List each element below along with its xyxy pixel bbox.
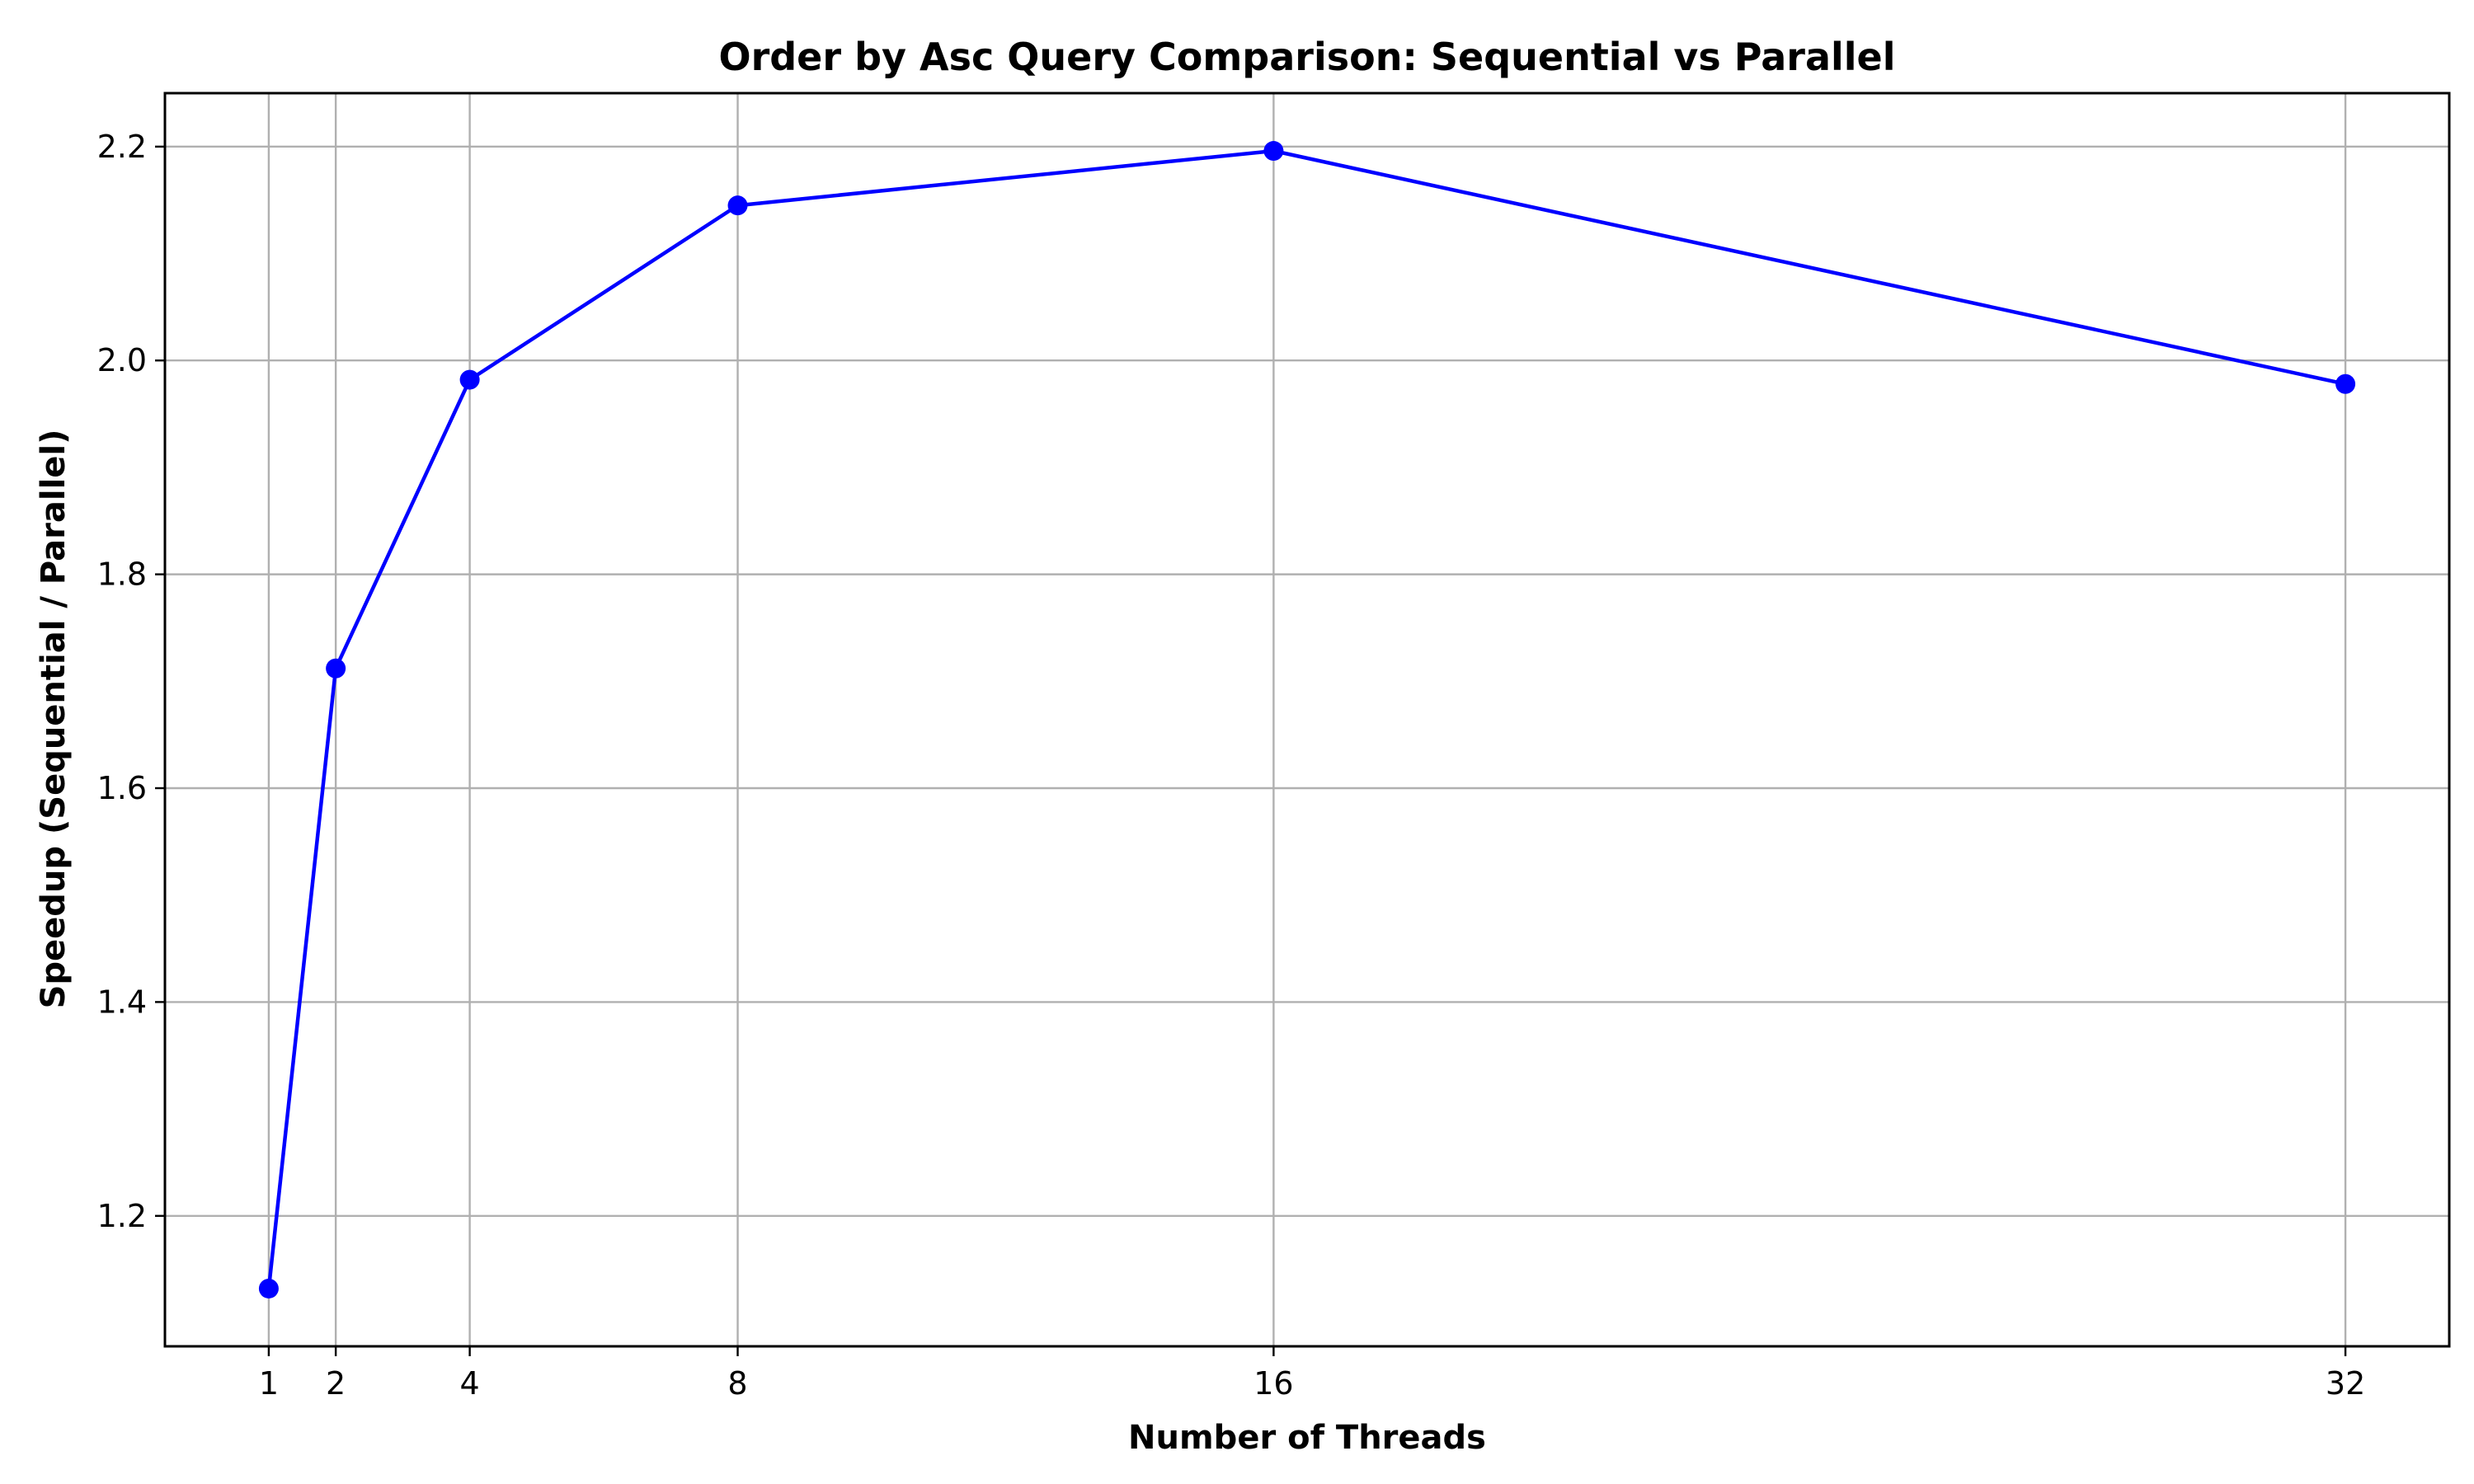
data-point [1263, 141, 1284, 162]
x-tick-label: 2 [326, 1365, 346, 1402]
x-tick-label: 1 [259, 1365, 279, 1402]
plot-area-frame [163, 92, 2451, 1348]
y-tick-label: 1.6 [97, 770, 147, 806]
y-tick-label: 1.8 [97, 556, 147, 593]
data-point [258, 1278, 279, 1298]
x-axis-label: Number of Threads [1128, 1419, 1486, 1457]
data-point [727, 195, 748, 216]
y-axis-label: Speedup (Sequential / Parallel) [35, 430, 73, 1009]
data-point [459, 369, 480, 390]
x-tick-label: 8 [727, 1365, 747, 1402]
y-tick-label: 1.2 [97, 1198, 147, 1234]
x-tick-label: 32 [2326, 1365, 2365, 1402]
data-point [2335, 373, 2356, 394]
x-tick-label: 16 [1253, 1365, 1293, 1402]
y-tick-label: 2.0 [97, 342, 147, 378]
chart-title: Order by Asc Query Comparison: Sequentia… [718, 35, 1895, 79]
series-line-group [258, 141, 2356, 1298]
axis-ticks: 1 2 4 8 16 32 1.2 1.4 1.6 1.8 2.0 2.2 [97, 129, 2366, 1402]
y-tick-label: 1.4 [97, 984, 147, 1020]
x-tick-label: 4 [460, 1365, 480, 1402]
grid [165, 93, 2449, 1346]
y-tick-label: 2.2 [97, 129, 147, 165]
series-line [266, 148, 2346, 1289]
data-point [326, 658, 346, 679]
